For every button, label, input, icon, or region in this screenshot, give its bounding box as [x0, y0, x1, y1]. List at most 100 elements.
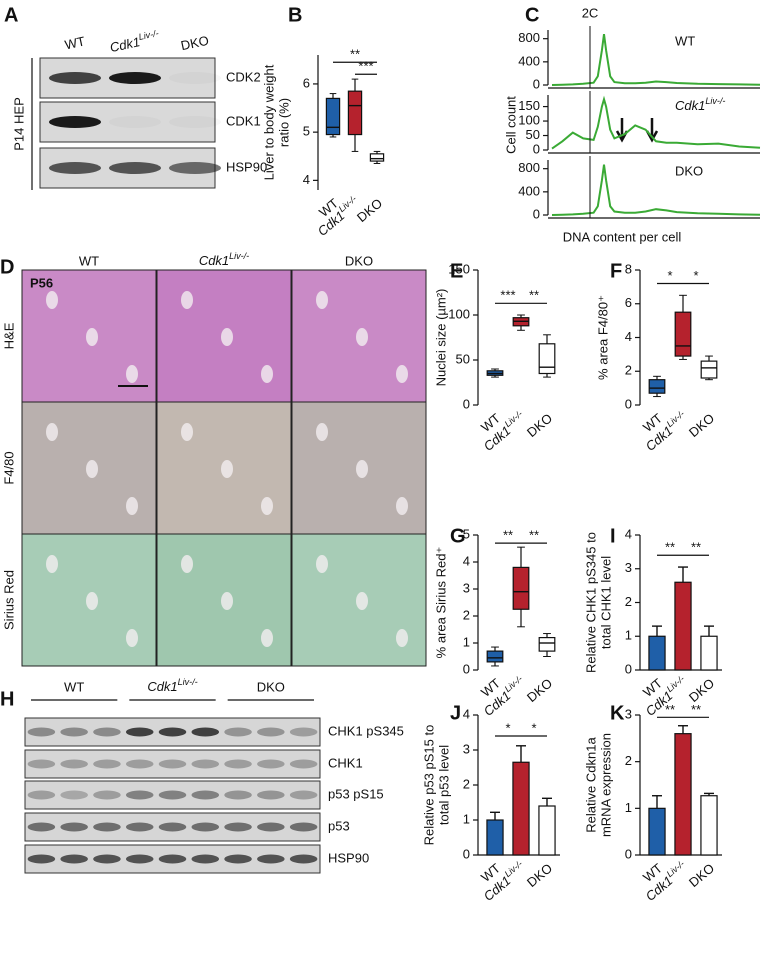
bar	[538, 805, 556, 856]
significance-label: *	[505, 720, 510, 735]
vessel	[261, 365, 273, 383]
blot-band	[191, 790, 220, 800]
y-tick-label: 1	[625, 800, 632, 815]
x-tick-label-sup: Liv-/-	[503, 859, 525, 880]
y-tick-label: 0	[625, 396, 632, 411]
y-tick-label: 0	[533, 141, 540, 156]
blot-column-label: DKO	[257, 679, 285, 694]
y-tick-label: 5	[463, 526, 470, 541]
y-tick-label: 50	[526, 127, 540, 142]
y-tick-label: 6	[625, 295, 632, 310]
significance-label: ***	[358, 59, 373, 74]
blot-column-label-sup: Liv-/-	[178, 677, 198, 687]
row-label: F4/80	[1, 451, 16, 484]
x-tick-label-sup: Liv-/-	[665, 409, 687, 430]
row-label: H&E	[1, 322, 16, 349]
x-tick-label-sup: Liv-/-	[665, 859, 687, 880]
blot-band	[93, 790, 121, 800]
panel-letter: E	[450, 260, 463, 282]
blot-band	[109, 162, 161, 174]
x-tick-label: DKO	[524, 410, 555, 440]
significance-label: **	[665, 540, 675, 555]
box	[674, 311, 692, 357]
annotation: 2C	[582, 5, 599, 20]
blot-band	[257, 759, 285, 769]
significance-label: *	[693, 268, 698, 283]
panel-label: DKO	[675, 163, 703, 178]
significance-label: **	[350, 47, 360, 62]
blot-band	[289, 854, 318, 864]
blot-row-label: HSP90	[226, 159, 267, 174]
y-tick-label: 0	[463, 396, 470, 411]
blot-column-label: WT	[63, 34, 86, 53]
x-tick-label: DKO	[686, 410, 717, 440]
y-tick-label: 800	[518, 30, 540, 45]
blot-band	[27, 790, 56, 800]
significance-label: *	[667, 268, 672, 283]
y-tick-label: 150	[518, 98, 540, 113]
blot-band	[257, 727, 285, 737]
blot-band	[60, 790, 88, 800]
blot-column-label-base: Cdk1	[109, 35, 142, 56]
histogram-line	[551, 95, 761, 150]
panel-letter: J	[450, 702, 461, 724]
blot-band	[169, 162, 221, 174]
y-tick-label: 3	[625, 560, 632, 575]
y-tick-label: 1	[463, 634, 470, 649]
blot-band	[158, 822, 187, 832]
vessel	[86, 460, 98, 478]
blot-band	[27, 759, 56, 769]
box	[347, 90, 363, 136]
blot-column-label-base: Cdk1	[147, 679, 177, 694]
blot-band	[224, 759, 252, 769]
vessel	[261, 497, 273, 515]
box	[700, 360, 718, 379]
significance-label: **	[529, 288, 539, 303]
x-tick-label: DKO	[524, 675, 555, 705]
y-axis-label: Relative Cdkn1a	[583, 737, 598, 833]
box	[538, 636, 556, 652]
y-tick-label: 400	[518, 183, 540, 198]
x-tick-label-sup: Liv-/-	[503, 674, 525, 695]
bar	[700, 795, 718, 856]
vessel	[86, 328, 98, 346]
blot-band	[27, 822, 56, 832]
y-axis-label: total p53 level	[436, 745, 451, 825]
vessel	[181, 291, 193, 309]
panel-letter: D	[0, 256, 14, 278]
y-tick-label: 4	[463, 706, 470, 721]
vessel	[316, 555, 328, 573]
vessel	[356, 460, 368, 478]
panel-letter: H	[0, 688, 14, 710]
blot-row-label: CHK1	[328, 755, 363, 770]
blot-band	[169, 116, 221, 128]
blot-row-label: HSP90	[328, 850, 369, 865]
panel-label-base: Cdk1	[675, 98, 705, 113]
y-tick-label: 5	[303, 124, 310, 139]
blot-band	[158, 727, 187, 737]
blot-band	[224, 790, 252, 800]
blot-band	[257, 822, 285, 832]
box	[648, 379, 666, 394]
blot-band	[109, 116, 161, 128]
blot-column-label: WT	[64, 679, 84, 694]
vessel	[46, 555, 58, 573]
x-tick-label: DKO	[686, 675, 717, 705]
box	[512, 566, 530, 610]
x-tick-label: DKO	[686, 860, 717, 890]
blot-column-label-sup: Liv-/-	[138, 28, 160, 42]
y-tick-label: 2	[463, 607, 470, 622]
y-tick-label: 50	[456, 351, 470, 366]
x-tick-label-sup: Liv-/-	[665, 674, 687, 695]
panel-letter: G	[450, 525, 466, 547]
blot-row-label: p53	[328, 818, 350, 833]
y-tick-label: 0	[533, 206, 540, 221]
bar	[648, 807, 666, 856]
column-label-sup: Liv-/-	[229, 251, 249, 261]
blot-band	[49, 116, 101, 128]
histogram-line	[551, 164, 761, 216]
y-tick-label: 1	[463, 811, 470, 826]
y-tick-label: 150	[448, 261, 470, 276]
y-tick-label: 0	[463, 846, 470, 861]
blot-strip	[24, 749, 321, 779]
